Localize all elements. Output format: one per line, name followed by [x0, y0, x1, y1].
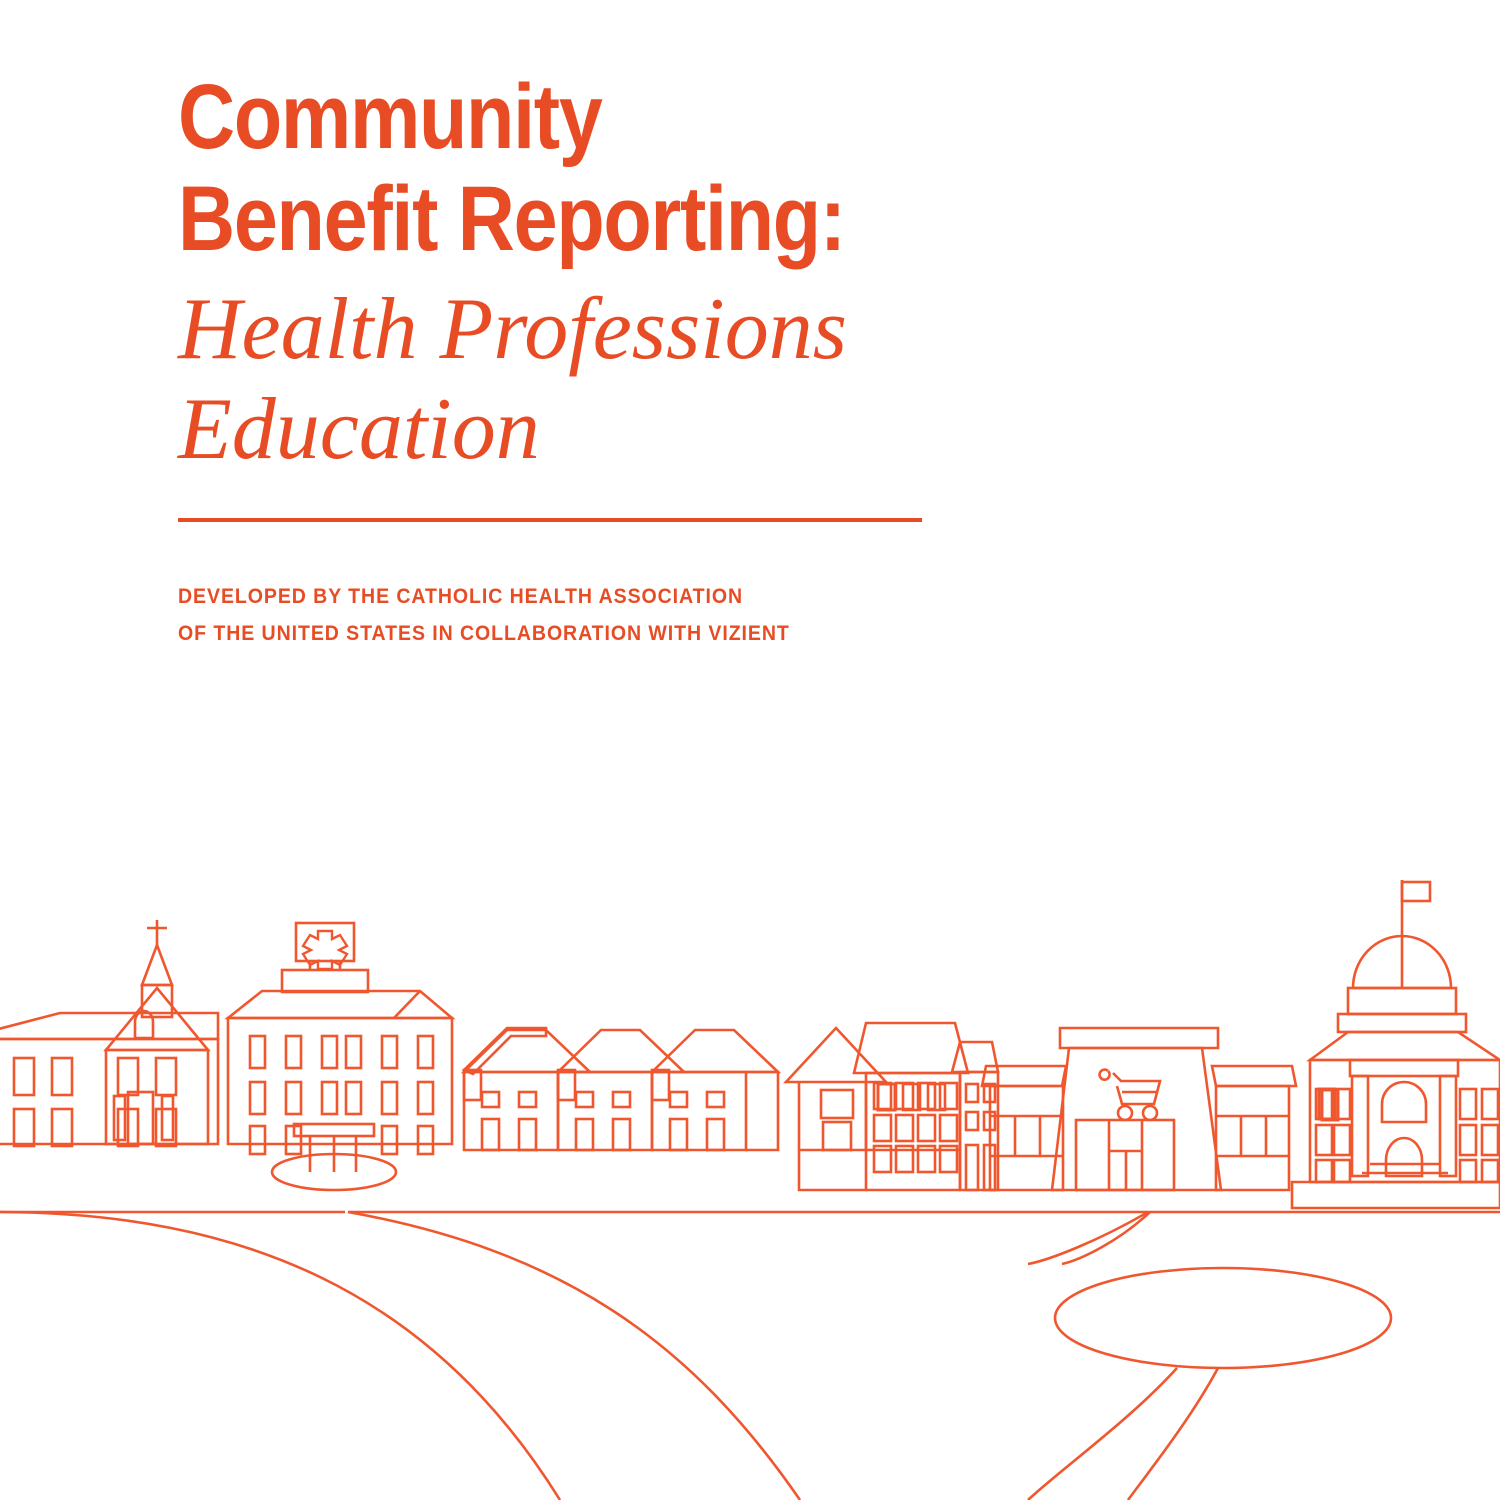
flag [1400, 880, 1432, 903]
road-edge-inner-right-upper [1061, 1211, 1151, 1266]
church [0, 920, 220, 1148]
row-houses [460, 1026, 782, 1152]
row-house-1 [460, 1026, 594, 1152]
credits-block: DEVELOPED BY THE CATHOLIC HEALTH ASSOCIA… [178, 578, 836, 652]
store-right-wing [1210, 1064, 1298, 1192]
road-edge-inner-left [347, 1210, 802, 1500]
credit-line-2: OF THE UNITED STATES IN COLLABORATION WI… [178, 622, 790, 645]
store-left-wing [980, 1064, 1068, 1192]
star-of-life-icon [301, 929, 349, 971]
courthouse-plinth [1290, 1180, 1500, 1210]
title-divider-rule [178, 518, 922, 522]
church-door [126, 1090, 155, 1146]
gabled-house [783, 1026, 889, 1152]
courthouse [1290, 880, 1500, 1210]
page-subtitle: Health Professions Education [178, 280, 1078, 480]
hospital [224, 921, 456, 1192]
streetscape-illustration [0, 860, 1500, 1500]
credit-line-1: DEVELOPED BY THE CATHOLIC HEALTH ASSOCIA… [178, 585, 744, 608]
title-line-1: Community [178, 66, 603, 168]
row-house-3 [648, 1028, 782, 1152]
chimney [650, 1068, 671, 1102]
hospital-portico [292, 1122, 376, 1172]
chimney [556, 1068, 577, 1102]
church-steeple [140, 920, 174, 1019]
dome-base [1346, 986, 1458, 1016]
hospital-sign-board [294, 921, 356, 963]
dome-plinth [1336, 1012, 1468, 1034]
subtitle-line-2: Education [178, 381, 540, 478]
road-edge-inner-right-lower [1126, 1367, 1220, 1500]
hospital-sign-base [280, 968, 370, 994]
courthouse-roof [1306, 1030, 1500, 1062]
row-house-2 [554, 1028, 688, 1152]
title-line-2: Benefit Reporting: [178, 168, 846, 270]
store-roof-band [1058, 1026, 1220, 1050]
columns [1350, 1074, 1458, 1178]
entablature [1348, 1058, 1460, 1078]
church-arched-window [133, 1009, 155, 1040]
road-edge-outer-right-upper [1027, 1210, 1149, 1266]
church-gable [103, 985, 211, 1052]
parish-hall [0, 1011, 220, 1148]
road-edge-outer-left [0, 1210, 562, 1500]
dome [1351, 934, 1453, 990]
ground-and-roads [0, 1210, 1500, 1500]
grocery-store [980, 1026, 1298, 1192]
flagpole [1400, 880, 1432, 988]
church-window-right [160, 1094, 175, 1142]
roundabout [1053, 1266, 1393, 1370]
church-nave [104, 1048, 210, 1146]
apartment-cluster [783, 1021, 1000, 1192]
shopping-cart-icon [1098, 1068, 1162, 1122]
hospital-driveway [270, 1152, 398, 1192]
road-edge-outer-right-lower [1027, 1367, 1178, 1500]
arched-window [1380, 1080, 1428, 1124]
subtitle-line-1: Health Professions [178, 281, 847, 378]
arched-door [1384, 1136, 1424, 1178]
apartment-block [852, 1021, 970, 1192]
church-window-left [112, 1094, 127, 1142]
page-title: Community Benefit Reporting: Health Prof… [178, 66, 1078, 480]
